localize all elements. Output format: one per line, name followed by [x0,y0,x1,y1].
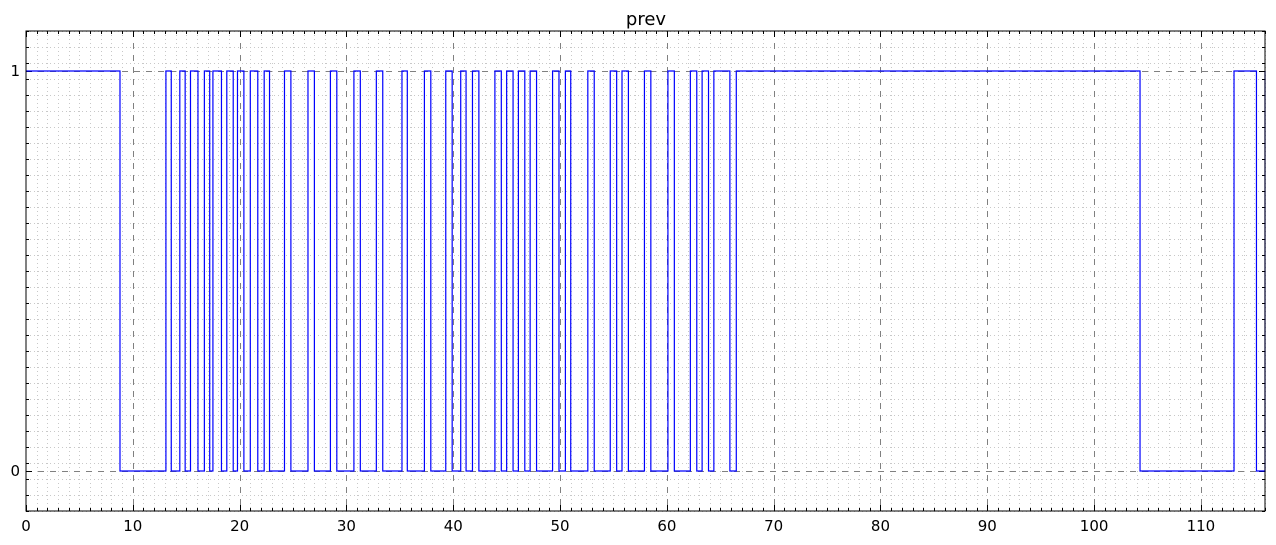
x-tick-label: 10 [123,517,142,535]
x-tick-label: 40 [444,517,463,535]
series-layer [26,70,1266,472]
y-tick-label: 1 [10,62,20,80]
x-tick-label: 60 [657,517,676,535]
labels-layer: 0 10 20 30 40 50 60 70 80 90 100 110 0 1 [10,62,1215,535]
series-line [26,70,1266,472]
x-tick-label: 100 [1080,517,1109,535]
x-tick-label: 90 [978,517,997,535]
plot-frame [25,30,1266,512]
x-tick-label: 30 [337,517,356,535]
x-tick-label: 50 [551,517,570,535]
x-tick-label: 70 [764,517,783,535]
chart-title: prev [626,9,667,30]
y-tick-label: 0 [10,462,20,480]
ticks-layer [26,31,1266,512]
x-tick-label: 20 [230,517,249,535]
x-tick-label: 80 [871,517,890,535]
x-tick-label: 0 [21,517,31,535]
x-tick-label: 110 [1187,517,1216,535]
grid-layer [26,31,1266,512]
